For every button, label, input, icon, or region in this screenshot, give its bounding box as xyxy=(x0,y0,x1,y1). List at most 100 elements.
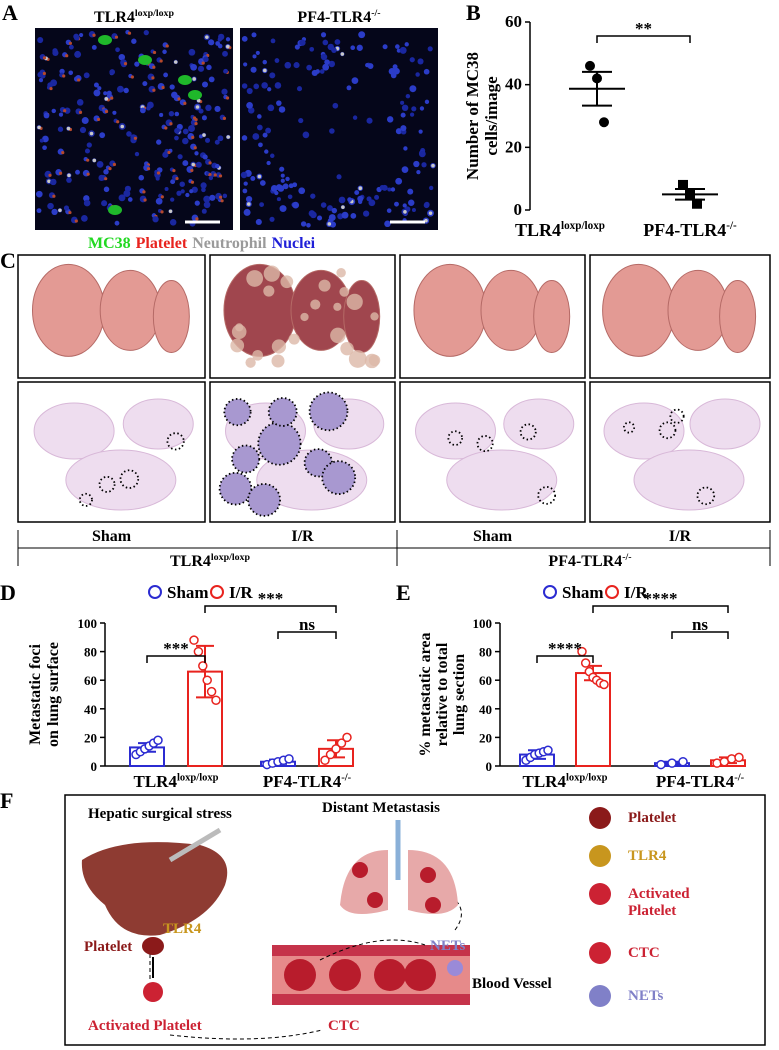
metastatic-focus xyxy=(223,398,252,427)
platelet-stain xyxy=(116,120,120,124)
data-point xyxy=(685,189,695,200)
mc38-stain xyxy=(108,205,122,215)
nucleus xyxy=(142,81,148,87)
nucleus xyxy=(57,126,64,132)
nucleus xyxy=(200,182,207,189)
lung-lobe xyxy=(99,269,161,351)
nucleus xyxy=(139,107,146,114)
platelet-stain xyxy=(104,109,109,114)
nucleus xyxy=(386,116,394,123)
y-axis-label: relative to total xyxy=(434,642,451,746)
platelet-stain xyxy=(183,101,187,105)
nucleus xyxy=(86,142,92,148)
nucleus xyxy=(346,85,352,91)
data-point xyxy=(206,686,217,697)
nucleus xyxy=(79,32,84,38)
histology-section xyxy=(603,402,685,460)
platelet-stain xyxy=(201,61,205,65)
nucleus xyxy=(298,187,306,195)
data-point xyxy=(284,754,294,764)
legend-icon xyxy=(589,985,611,1007)
nucleus xyxy=(352,115,358,120)
platelet-stain xyxy=(68,210,72,215)
y-tick-label: 80 xyxy=(479,645,492,660)
nucleus xyxy=(115,47,120,53)
data-point xyxy=(543,745,553,756)
nucleus xyxy=(320,202,327,208)
legend-label: I/R xyxy=(229,583,253,602)
y-tick-label: 100 xyxy=(473,616,493,631)
metastasis-icon xyxy=(420,867,436,883)
nucleus xyxy=(280,173,285,178)
nucleus xyxy=(358,31,366,39)
nucleus xyxy=(405,93,411,99)
neutrophil-stain xyxy=(424,218,428,223)
metastatic-focus xyxy=(166,432,185,451)
platelet-stain xyxy=(175,176,179,181)
nucleus xyxy=(208,175,214,181)
neutrophil-stain xyxy=(205,35,209,39)
data-point xyxy=(599,679,609,690)
nucleus xyxy=(395,44,400,49)
nucleus xyxy=(177,154,183,160)
significance-label: ns xyxy=(692,615,708,634)
neutrophil-stain xyxy=(340,52,345,56)
panel-letter: C xyxy=(0,248,16,273)
platelet-stain xyxy=(165,44,169,48)
tumor-nodule xyxy=(370,312,379,321)
nucleus xyxy=(83,199,91,207)
nucleus xyxy=(66,177,72,183)
tumor-nodule xyxy=(300,312,309,322)
platelet-stain xyxy=(42,71,46,76)
platelet-stain xyxy=(123,62,128,66)
nucleus xyxy=(93,89,101,97)
nucleus xyxy=(206,64,212,71)
lung-right xyxy=(408,850,458,914)
panel-letter: E xyxy=(396,580,411,605)
y-axis-label: Metastatic foci xyxy=(27,644,44,745)
nucleus xyxy=(334,39,341,45)
genotype-label: TLR4loxp/loxp xyxy=(94,8,174,26)
ctc-icon xyxy=(329,959,361,991)
neutrophil-stain xyxy=(226,44,230,49)
significance-label: *** xyxy=(163,639,189,658)
nucleus xyxy=(194,151,199,156)
diagram-label: Blood Vessel xyxy=(472,976,552,992)
tumor-nodule xyxy=(230,338,245,353)
nucleus xyxy=(252,133,260,140)
nucleus xyxy=(246,102,253,109)
platelet-stain xyxy=(213,173,217,177)
nucleus xyxy=(267,104,275,112)
genotype-label: TLR4loxp/loxp xyxy=(522,772,607,791)
nucleus xyxy=(174,135,179,141)
nucleus xyxy=(103,169,109,175)
nucleus xyxy=(118,194,126,202)
net-icon xyxy=(447,960,463,976)
nucleus xyxy=(117,85,124,93)
nucleus xyxy=(176,190,182,196)
nucleus xyxy=(259,180,266,186)
y-tick-label: 20 xyxy=(84,730,97,745)
genotype-sup: loxp/loxp xyxy=(135,8,175,19)
platelet-stain xyxy=(63,109,67,113)
platelet-stain xyxy=(156,171,161,175)
nucleus xyxy=(163,72,169,78)
platelet-stain xyxy=(208,161,212,165)
neutrophil-stain xyxy=(92,158,97,163)
nucleus xyxy=(201,208,207,214)
nucleus xyxy=(269,72,276,79)
genotype-base: TLR4 xyxy=(170,553,211,570)
neutrophil-stain xyxy=(47,179,51,184)
nucleus xyxy=(403,146,408,151)
nucleus xyxy=(407,188,414,195)
diagram-title: Distant Metastasis xyxy=(322,800,440,816)
nucleus xyxy=(164,186,169,191)
y-tick-label: 60 xyxy=(505,12,522,31)
nucleus xyxy=(109,69,116,75)
genotype-label: PF4-TLR4-/- xyxy=(656,772,745,791)
significance-bracket xyxy=(204,605,337,613)
nucleus xyxy=(418,129,423,134)
data-point xyxy=(342,732,352,743)
nucleus xyxy=(221,88,228,95)
